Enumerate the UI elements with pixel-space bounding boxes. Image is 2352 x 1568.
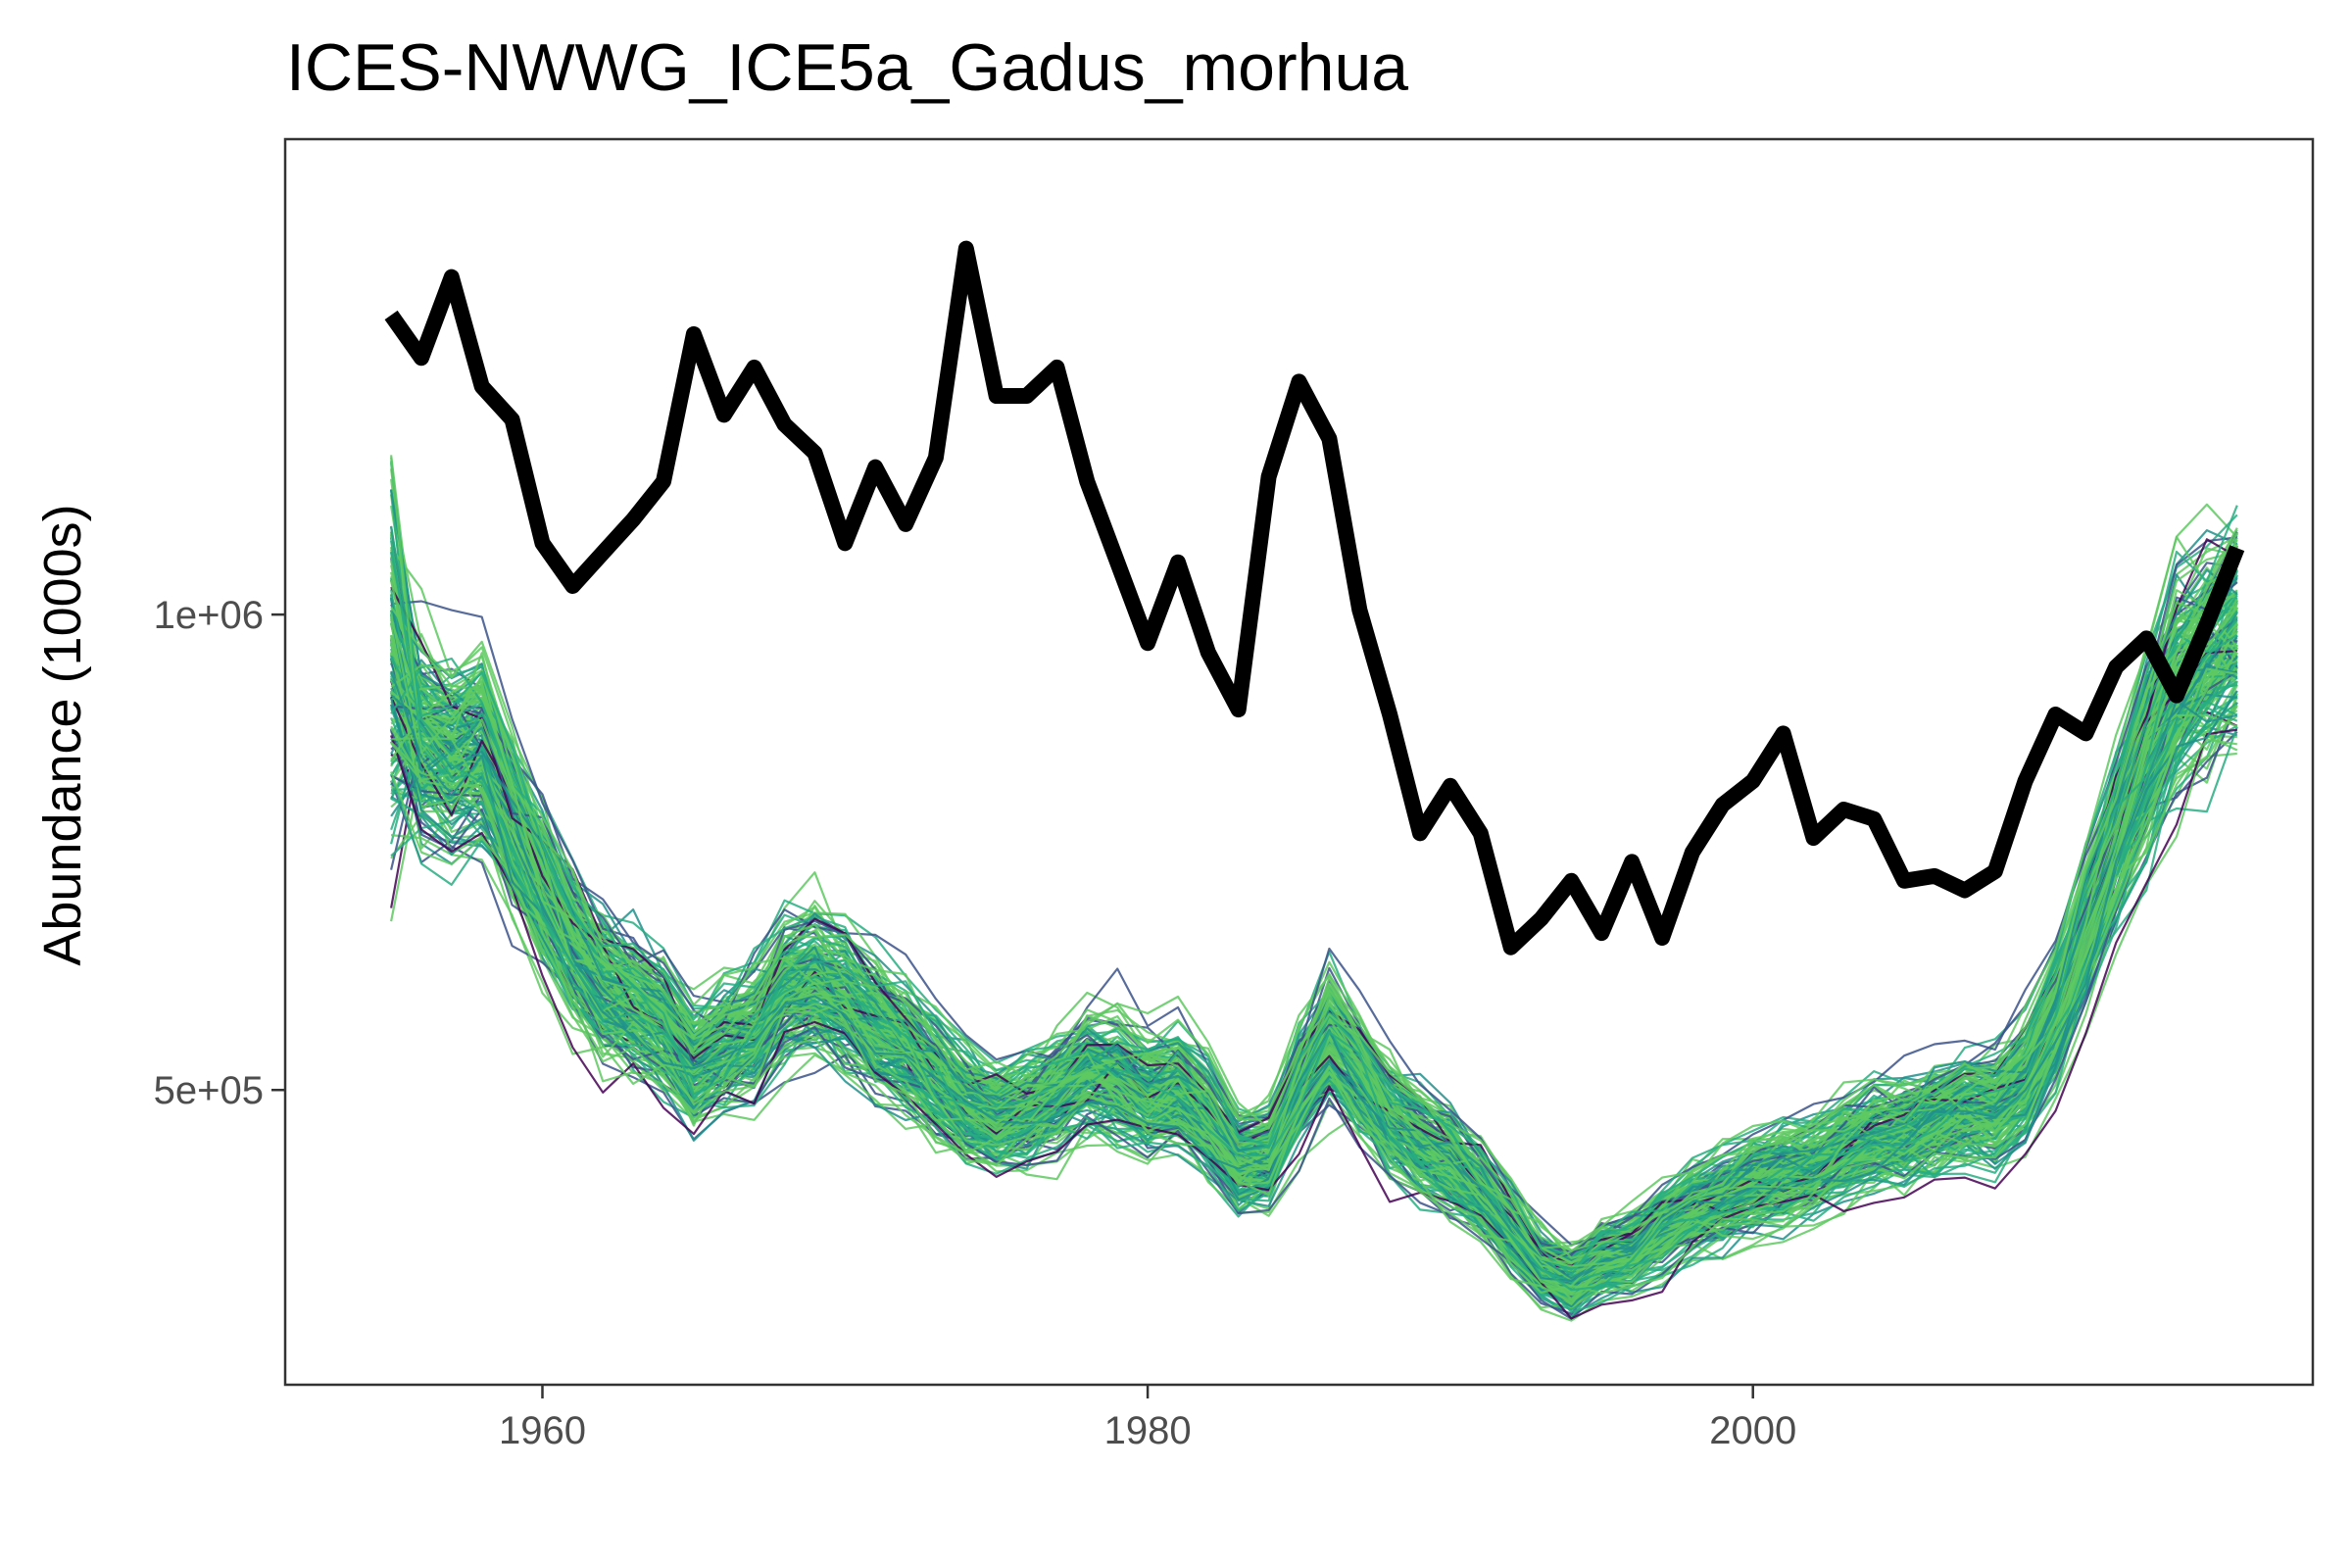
ensemble-line [390, 540, 2238, 1292]
observed-series-line [384, 240, 2245, 956]
x-tick-label: 2000 [1709, 1409, 1796, 1452]
ensemble-line [390, 641, 2238, 1322]
chart-title: ICES-NWWG_ICE5a_Gadus_morhua [286, 30, 1408, 105]
ensemble-line [390, 667, 2237, 1296]
y-axis: 5e+05 1e+06 [154, 594, 285, 1112]
ensemble-line [390, 597, 2238, 1274]
x-axis: 1960 1980 2000 [499, 1385, 1796, 1452]
ensemble-lines [390, 455, 2238, 1322]
ensemble-line [390, 505, 2238, 1276]
ensemble-line [390, 666, 2238, 1294]
ensemble-line [390, 670, 2238, 1283]
x-tick-label: 1960 [499, 1409, 586, 1452]
ensemble-line [391, 623, 2238, 1288]
x-tick-label: 1980 [1104, 1409, 1192, 1452]
y-tick-label: 5e+05 [154, 1069, 264, 1112]
ensemble-line [390, 728, 2237, 1320]
y-axis-label: Abundance (1000s) [33, 504, 92, 965]
ensemble-line [390, 589, 2238, 1265]
y-tick-label: 1e+06 [154, 594, 264, 637]
ensemble-line [390, 457, 2238, 1268]
observed-series-group [384, 240, 2245, 956]
ensemble-line [390, 613, 2237, 1295]
ensemble-line [390, 609, 2238, 1272]
panel-border [283, 137, 2315, 1387]
